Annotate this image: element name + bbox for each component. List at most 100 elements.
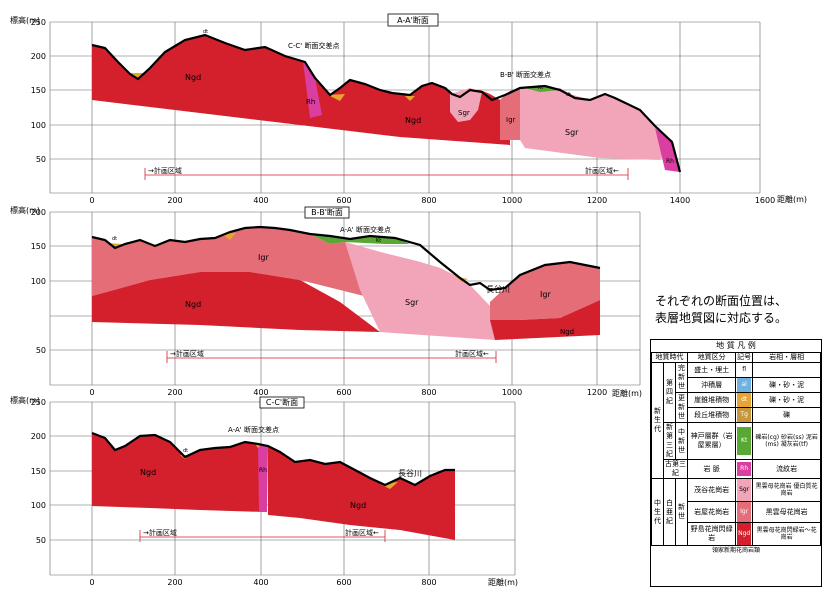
x-tick: 600 [336,196,351,205]
section-bb: B-B'断面 標高(m) 距離(m) 200 150 100 50 0 200 … [10,205,642,398]
x-tick: 1000 [502,388,522,397]
x-tick: 1200 [587,196,607,205]
legend-header: 地質時代 [651,352,688,363]
legend-lith: 礫・砂・泥 [752,377,821,393]
y-tick: 200 [31,432,46,441]
kt-unit [310,234,410,244]
unit-label: Ngd [350,501,366,510]
era-cell: 中生代 [651,478,664,546]
dt-patch [130,73,145,79]
legend-header: 地質区分 [686,352,737,363]
y-tick: 100 [31,121,46,130]
ngd-unit [92,35,510,145]
y-tick: 50 [36,155,46,164]
surface-line-cc [91,431,455,487]
legend-header: 記号 [735,352,754,363]
crossing-label: B-B' 断面交差点 [500,70,551,79]
x-tick: 1000 [502,196,522,205]
section-title: A-A'断面 [397,15,429,25]
igr-unit-2 [490,262,600,320]
legend-lith: 流紋岩 [752,459,821,479]
plan-area-label: →計画区域 [148,166,182,175]
unit-label: Sgr [458,109,470,117]
x-tick: 400 [253,578,268,587]
y-tick: 50 [36,346,46,355]
river-label: 長谷川 [486,285,510,294]
legend-unit-name: 岩 脈 [686,459,737,479]
x-tick: 0 [89,388,94,397]
ngd-unit-2 [490,300,600,340]
x-tick: 800 [421,196,436,205]
legend-code: al [737,378,752,392]
legend-code: Rh [737,462,752,476]
legend-unit-name: 崖錐堆積物 [686,392,737,408]
unit-label: Rh [306,98,315,106]
x-tick: 0 [89,578,94,587]
legend-unit-name: 野島花崗閃緑岩 [686,522,737,546]
period-cell: 白亜紀 [663,478,676,546]
legend-lith: 黒雲母花崗岩 [752,501,821,523]
unit-label: dt [183,448,188,454]
y-tick: 250 [31,398,46,407]
y-tick: 200 [31,52,46,61]
surface-line-bb [91,225,601,292]
epoch-cell: 完新世 [675,362,688,393]
geology-legend: 地 質 凡 例 地質時代 地質区分 記号 岩相・層相 新生代 第四紀 完新世 盛… [650,339,822,587]
unit-label: Kt [376,238,381,244]
y-tick: 150 [31,467,46,476]
plan-area-label: 計画区域← [455,349,489,358]
epoch-cell: 中新世 [675,422,688,460]
unit-label: Ngd [405,116,421,125]
x-tick: 800 [421,578,436,587]
x-tick: 600 [336,578,351,587]
legend-lith: 黒雲母花崗岩 優白質花崗岩 [752,478,821,502]
y-tick: 100 [31,501,46,510]
legend-code: Kt [737,427,752,455]
unit-label: dt [112,236,117,242]
y-tick: 50 [36,536,46,545]
plan-area-label: →計画区域 [143,528,177,537]
unit-label: Ngd [140,468,156,477]
legend-unit-name: 茂谷花崗岩 [686,478,737,502]
river-label: 長谷川 [398,469,422,478]
legend-group-note: 領家新期花崗岩類 [711,547,760,554]
note-line: それぞれの断面位置は、 [655,294,788,308]
surface-line-aa [91,33,682,173]
crossing-label: A-A' 断面交差点 [340,225,391,234]
x-tick: 1400 [670,196,690,205]
period-cell: 新第三紀 [663,422,676,460]
crossing-label: A-A' 断面交差点 [228,425,279,434]
y-axis-label: 標高(m) [10,15,40,25]
legend-header: 岩相・層相 [752,352,821,363]
section-cc: C-C'断面 標高(m) 距離(m) 250 200 150 100 50 0 … [10,395,518,587]
legend-code: Ngd [737,523,752,545]
legend-table: 地質時代 地質区分 記号 岩相・層相 新生代 第四紀 完新世 盛土・埋土 fl … [651,352,821,546]
legend-lith: 礫岩(cg) 砂岩(ss) 泥岩(ms) 凝灰岩(tf) [752,422,821,460]
legend-lith: 礫・砂・泥 [752,392,821,408]
legend-unit-name: 段丘堆積物 [686,407,737,423]
legend-lith [752,362,821,378]
dt-patch [405,96,415,101]
dt-patch [328,94,345,101]
rh-unit-2 [655,128,680,172]
unit-label: Ngd [185,73,201,82]
legend-lith: 黒雲母花崗閃緑岩〜花崗岩 [752,522,821,546]
y-tick: 200 [31,208,46,217]
y-tick: 100 [31,277,46,286]
unit-label: Kt [538,85,543,91]
legend-code: fl [742,366,747,373]
unit-label: Rh [666,158,674,165]
unit-label: Ngd [185,300,201,309]
legend-unit-name: 岩屋花崗岩 [686,501,737,523]
unit-label: Igr [540,290,551,299]
x-tick: 1600 [755,196,775,205]
unit-label: Igr [506,116,516,124]
x-tick: 600 [336,388,351,397]
section-title: B-B'断面 [311,207,343,217]
rh-unit [258,444,268,512]
section-aa: A-A'断面 標高(m) 距離(m) 250 200 150 100 50 0 … [10,13,807,205]
legend-code: Igr [737,502,752,522]
plan-area-label: 計画区域← [345,528,379,537]
period-cell: 第四紀 [663,362,676,423]
